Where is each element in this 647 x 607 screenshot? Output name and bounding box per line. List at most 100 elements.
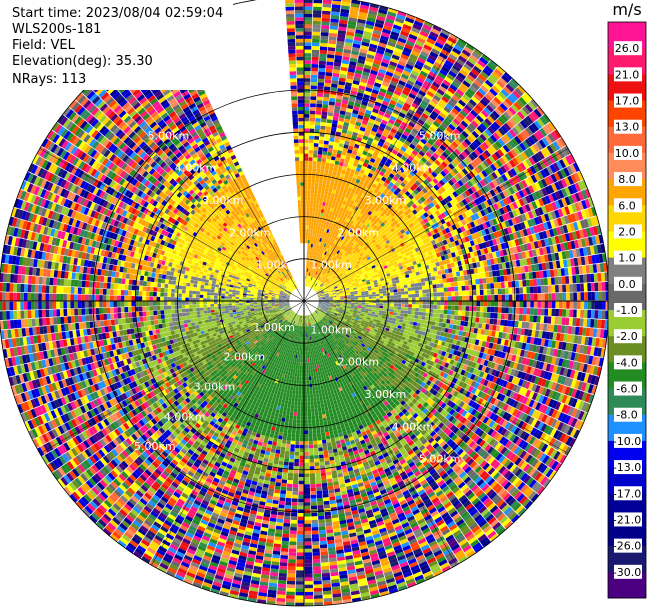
velocity-gate [540, 315, 545, 324]
velocity-gate [525, 279, 530, 287]
velocity-gate [364, 290, 369, 294]
velocity-gate [345, 182, 351, 188]
velocity-gate [598, 301, 603, 310]
velocity-gate [465, 295, 470, 301]
velocity-gate [325, 72, 333, 77]
velocity-gate [368, 161, 374, 167]
velocity-gate [349, 10, 359, 16]
velocity-gate [331, 227, 336, 232]
velocity-gate [579, 318, 584, 327]
velocity-gate [441, 274, 447, 279]
velocity-gate [315, 114, 322, 119]
velocity-gate [382, 131, 389, 138]
velocity-gate [304, 128, 309, 133]
velocity-gate [526, 286, 531, 294]
velocity-gate [345, 34, 354, 40]
velocity-gate [450, 310, 455, 315]
velocity-gate [319, 53, 327, 58]
velocity-gate [359, 8, 369, 14]
velocity-gate [426, 37, 436, 45]
velocity-gate [393, 289, 398, 293]
velocity-gate [316, 197, 321, 202]
velocity-gate [422, 301, 427, 305]
velocity-gate [426, 297, 430, 301]
velocity-gate [472, 301, 477, 306]
velocity-gate [547, 285, 552, 293]
velocity-gate [316, 271, 319, 276]
velocity-gate [421, 281, 426, 286]
velocity-gate [397, 10, 407, 17]
velocity-gate [411, 287, 416, 291]
velocity-gate [375, 289, 380, 292]
velocity-gate [336, 302, 341, 304]
velocity-gate [542, 323, 548, 332]
velocity-gate [313, 278, 317, 282]
velocity-gate [397, 297, 402, 301]
velocity-gate [554, 316, 559, 325]
velocity-gate [408, 57, 417, 64]
velocity-gate [331, 243, 336, 248]
velocity-gate [316, 168, 321, 173]
velocity-gate [323, 140, 329, 145]
velocity-gate [489, 277, 494, 283]
velocity-gate [583, 283, 588, 292]
velocity-gate [312, 157, 318, 162]
velocity-gate [324, 136, 330, 142]
velocity-gate [321, 111, 328, 116]
velocity-gate [586, 318, 591, 328]
velocity-gate [359, 157, 366, 163]
velocity-gate [344, 174, 349, 179]
velocity-gate [334, 212, 339, 218]
velocity-gate [408, 33, 418, 41]
velocity-gate [311, 71, 318, 76]
velocity-gate [312, 20, 321, 25]
velocity-gate [322, 246, 326, 251]
velocity-gate [583, 318, 588, 327]
velocity-gate [311, 265, 313, 270]
velocity-gate [313, 6, 322, 11]
velocity-gate [340, 184, 346, 190]
velocity-gate [332, 0, 342, 6]
velocity-gate [354, 32, 363, 38]
velocity-gate [332, 145, 339, 150]
velocity-gate [372, 62, 381, 69]
velocity-gate [311, 280, 314, 285]
velocity-gate [364, 306, 369, 309]
velocity-gate [306, 279, 309, 283]
velocity-gate [530, 293, 534, 301]
velocity-gate [551, 308, 556, 317]
velocity-gate [365, 304, 369, 307]
velocity-gate [313, 218, 317, 223]
velocity-gate [457, 281, 462, 287]
velocity-gate [380, 61, 389, 68]
velocity-gate [543, 278, 548, 286]
velocity-gate [483, 306, 488, 313]
velocity-gate [417, 282, 422, 287]
velocity-gate [532, 279, 538, 286]
velocity-gate [367, 80, 375, 86]
velocity-gate [350, 116, 357, 122]
velocity-gate [325, 251, 329, 256]
velocity-gate [565, 309, 570, 318]
velocity-gate [347, 298, 352, 300]
velocity-gate [322, 10, 331, 15]
velocity-gate [458, 305, 463, 311]
velocity-gate [498, 294, 502, 301]
velocity-gate [350, 294, 355, 297]
velocity-gate [372, 307, 376, 310]
velocity-gate [310, 189, 315, 194]
velocity-gate [334, 232, 339, 237]
velocity-gate [341, 203, 346, 209]
velocity-gate [424, 320, 429, 325]
velocity-gate [445, 323, 450, 329]
velocity-gate [308, 247, 311, 251]
velocity-gate [389, 309, 394, 313]
velocity-gate [340, 154, 346, 160]
velocity-gate [420, 50, 429, 58]
velocity-gate [328, 43, 336, 48]
velocity-gate [335, 98, 342, 104]
velocity-gate [330, 207, 334, 212]
velocity-gate [486, 289, 491, 295]
velocity-gate [340, 298, 344, 300]
velocity-gate [424, 316, 429, 321]
